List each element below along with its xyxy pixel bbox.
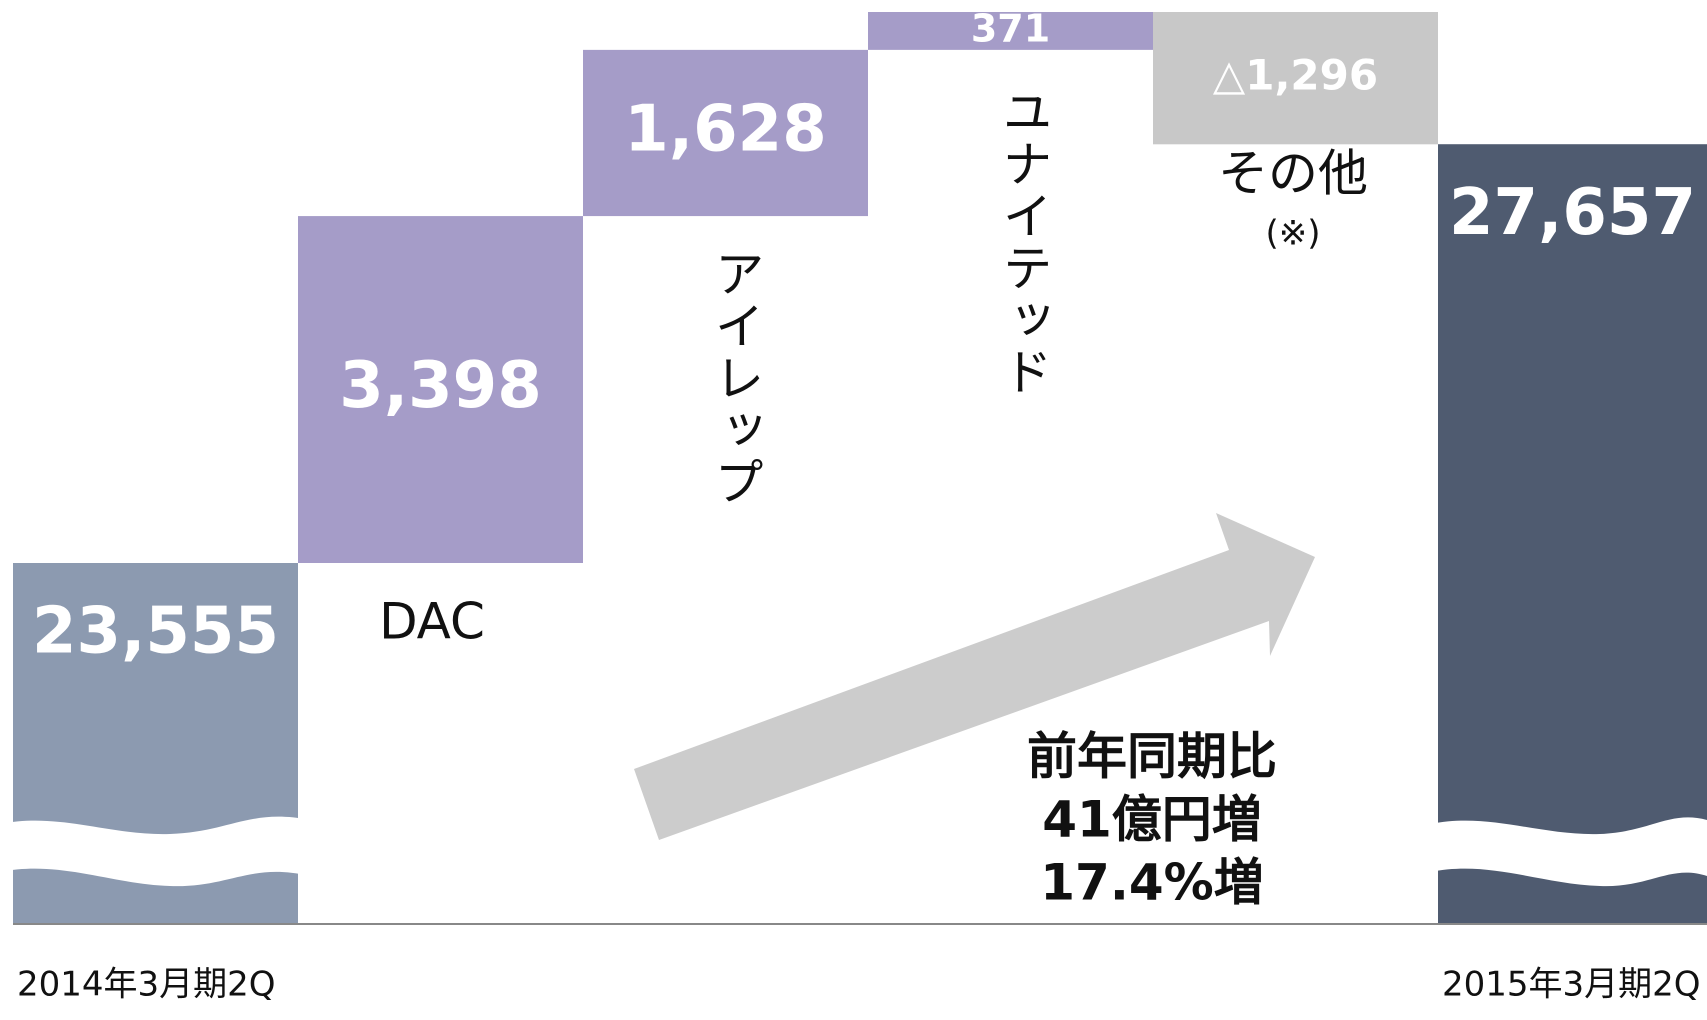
annotation: 前年同期比	[1027, 728, 1277, 786]
value-label: 27,657	[1449, 176, 1696, 250]
labels: 23,555 2014年3月期2Q 3,398 DAC 1,628 アイレップ 371 ユナイ…	[17, 6, 1701, 1004]
bar	[1153, 12, 1438, 145]
category-label: ユナイテッド	[995, 86, 1053, 398]
value-label: 3,398	[339, 349, 541, 423]
category-label: その他	[1218, 145, 1368, 203]
category-label: DAC	[379, 593, 485, 651]
value-label: 371	[971, 6, 1050, 50]
axis-break	[1430, 817, 1707, 887]
bar	[298, 216, 583, 563]
trend-arrow	[634, 513, 1315, 840]
annotation: 17.4%増	[1040, 854, 1263, 912]
bar	[1438, 144, 1707, 924]
bars	[13, 12, 1707, 924]
value-label: 23,555	[32, 595, 279, 669]
axis-break	[0, 816, 310, 887]
category-note: (※)	[1265, 214, 1320, 254]
category-label: 2014年3月期2Q	[17, 965, 276, 1005]
annotation: 41億円増	[1042, 791, 1262, 849]
value-label: △1,296	[1213, 51, 1378, 100]
value-label: 1,628	[624, 93, 826, 167]
bar	[868, 12, 1153, 50]
category-label: 2015年3月期2Q	[1442, 965, 1701, 1005]
category-label: アイレップ	[707, 248, 765, 508]
bar	[583, 49, 868, 217]
